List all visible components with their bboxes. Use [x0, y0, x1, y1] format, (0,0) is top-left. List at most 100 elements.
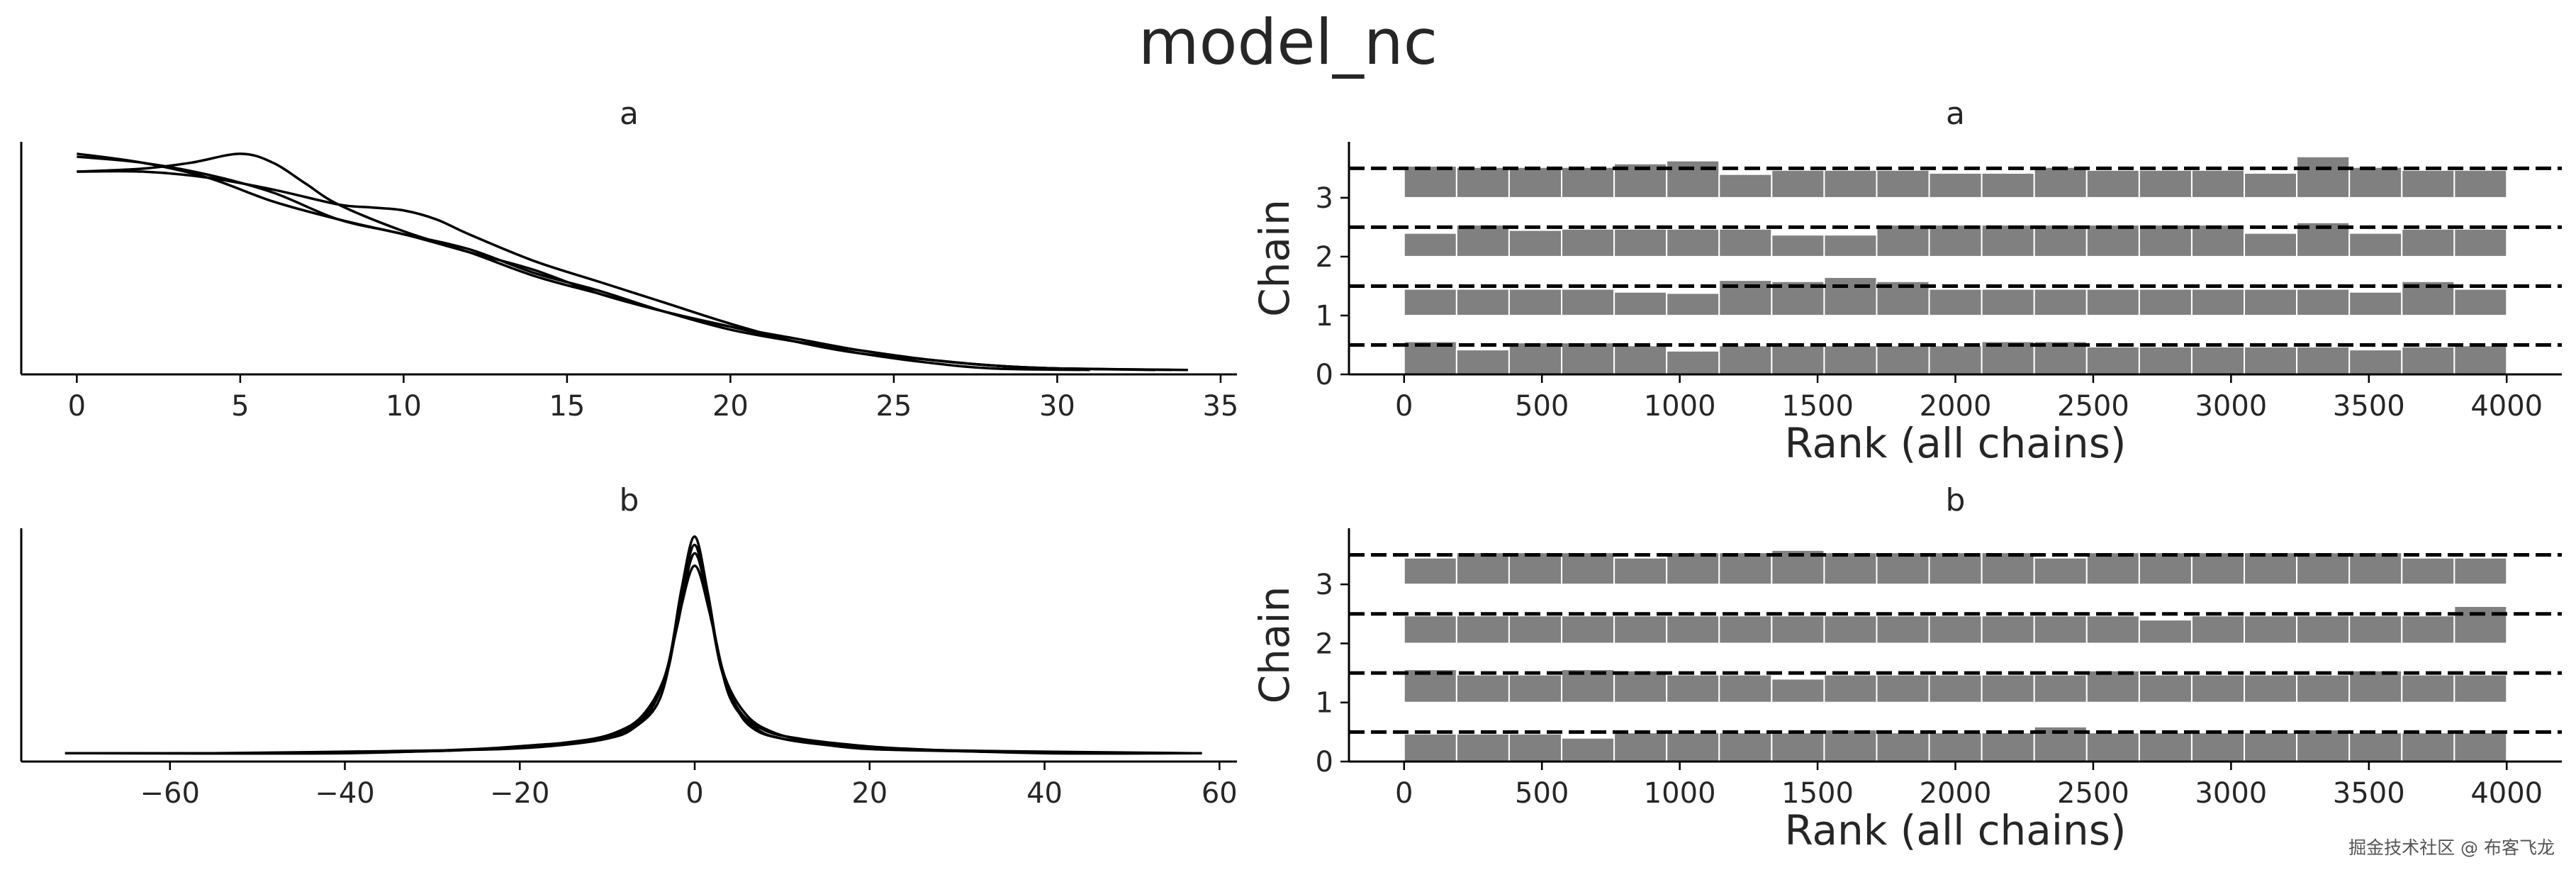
x-tick-label: 5: [231, 390, 249, 423]
rank-bar: [2085, 224, 2140, 257]
y-tick-label: 0: [1316, 746, 1333, 779]
density-line: [77, 169, 1188, 372]
rank-bar: [2401, 345, 2455, 375]
x-tick-label: 4000: [2470, 777, 2543, 810]
rank-bar: [2138, 732, 2193, 763]
rank-bar: [2190, 224, 2246, 257]
rank-bar: [2296, 345, 2351, 375]
rank-bar: [1928, 172, 1983, 199]
rank-bar: [1718, 552, 1773, 586]
rank-bar: [2033, 224, 2088, 257]
rank-bar: [2401, 557, 2455, 586]
rank-bar: [1876, 169, 1930, 199]
subplot-title: a: [1946, 96, 1965, 132]
rank-bar: [1666, 732, 1720, 763]
x-tick-label: 15: [549, 390, 585, 423]
rank-bar: [2085, 169, 2140, 199]
y-tick-label: 0: [1316, 359, 1333, 391]
x-tick-label: 20: [712, 390, 749, 423]
x-tick-label: 40: [1026, 777, 1063, 810]
rank-bar: [2190, 674, 2246, 703]
rank-bar: [2296, 729, 2351, 763]
rank-bar: [2348, 232, 2403, 257]
rank-bar: [2348, 615, 2403, 645]
y-tick-label: 1: [1316, 687, 1333, 720]
rank-bar: [2033, 557, 2088, 586]
rank-bar: [2453, 228, 2508, 257]
rank-bar: [2244, 232, 2298, 257]
rank-bar: [2348, 552, 2403, 586]
rank-bar: [1561, 342, 1615, 375]
rank-bar: [2085, 732, 2140, 763]
x-tick-label: 1500: [1781, 390, 1854, 423]
y-axis-label: Chain: [1250, 199, 1299, 317]
rank-bar: [2244, 345, 2298, 375]
rank-bar: [1455, 552, 1510, 586]
rank-bar: [1403, 165, 1457, 199]
rank-bar: [2085, 345, 2140, 375]
rank-bar: [1928, 732, 1983, 763]
rank-bar: [2244, 172, 2298, 199]
panel-0: a 0 5 10 15 20 25 30 35: [20, 96, 1238, 423]
rank-bar: [1403, 557, 1457, 586]
density-line: [213, 552, 1194, 754]
x-tick-label: 2500: [2057, 390, 2129, 423]
rank-bar: [2348, 291, 2403, 316]
rank-bar: [2244, 674, 2298, 703]
rank-bar: [1718, 732, 1773, 763]
rank-bar: [1508, 166, 1563, 199]
rank-bar: [1613, 228, 1668, 257]
rank-bar: [1613, 732, 1668, 763]
rank-bar: [1981, 288, 2035, 316]
rank-bar: [2401, 169, 2455, 199]
rank-bar: [1613, 615, 1668, 645]
x-tick-label: −60: [140, 777, 200, 810]
rank-bar: [1403, 732, 1457, 762]
rank-bar: [1771, 678, 1825, 703]
rank-bar: [1876, 732, 1930, 763]
rank-bar: [1823, 615, 1878, 645]
rank-bar: [1876, 552, 1930, 586]
watermark: 掘金技术社区 @ 布客飞龙: [2348, 837, 2555, 858]
x-tick-label: 3500: [2333, 777, 2405, 810]
rank-bar: [2296, 288, 2351, 316]
rank-bar: [2085, 288, 2140, 316]
rank-bar: [1771, 345, 1825, 376]
rank-bar: [2033, 615, 2088, 645]
rank-bar: [1561, 228, 1615, 257]
rank-bar: [1666, 292, 1720, 316]
rank-bar: [2033, 166, 2088, 199]
y-tick-label: 3: [1316, 182, 1333, 215]
rank-bar: [2453, 169, 2508, 199]
rank-bar: [1508, 732, 1563, 762]
x-axis-label: Rank (all chains): [1784, 419, 2126, 467]
rank-bar: [1981, 172, 2035, 199]
rank-bar: [2453, 557, 2508, 586]
rank-bar: [1613, 669, 1668, 703]
rank-bar: [2085, 615, 2140, 645]
rank-bar: [2033, 674, 2088, 703]
rank-bar: [2453, 605, 2508, 645]
x-tick-label: 25: [875, 390, 912, 423]
subplot-title: b: [1946, 482, 1966, 518]
rank-bar: [1455, 732, 1510, 762]
rank-bar: [2453, 288, 2508, 316]
x-tick-label: 4000: [2470, 390, 2543, 423]
y-tick-label: 3: [1316, 569, 1333, 601]
rank-bar: [2244, 552, 2298, 586]
x-tick-label: 10: [386, 390, 422, 423]
rank-bar: [2244, 288, 2298, 316]
rank-bar: [1561, 552, 1615, 586]
rank-bar: [1928, 674, 1983, 703]
rank-bar: [2348, 349, 2403, 376]
rank-bar: [1455, 615, 1510, 645]
rank-bar: [1455, 288, 1510, 316]
x-tick-label: −20: [490, 777, 549, 810]
rank-bar: [1403, 615, 1457, 645]
rank-bar: [1823, 169, 1878, 199]
x-tick-label: 2000: [1920, 777, 1992, 810]
y-tick-label: 2: [1316, 628, 1333, 660]
rank-bar: [1771, 234, 1825, 257]
rank-bar: [1561, 737, 1615, 763]
